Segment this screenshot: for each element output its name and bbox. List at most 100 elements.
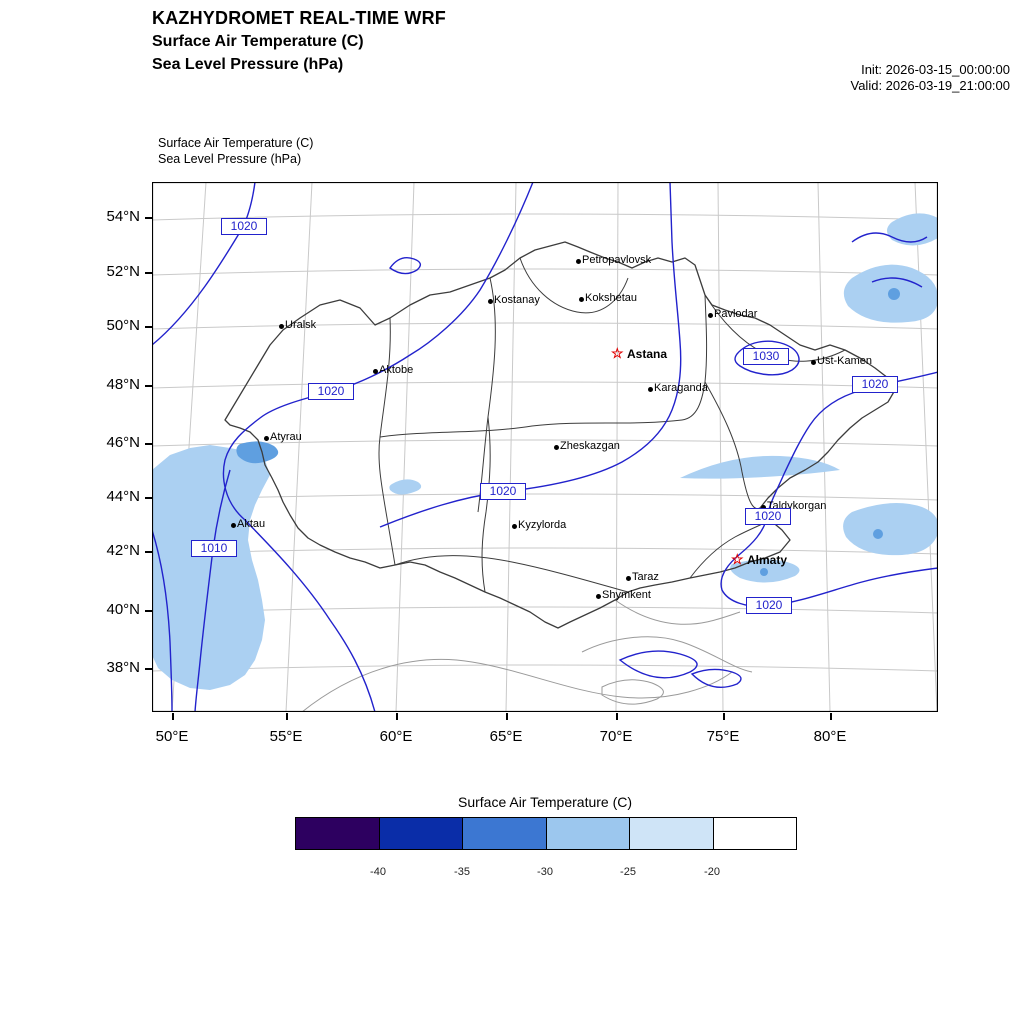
map-frame: [152, 182, 938, 712]
pressure-label: 1020: [480, 483, 526, 500]
lat-tick-mark: [145, 551, 152, 553]
city-label: Kyzylorda: [518, 519, 567, 531]
city-dot: [488, 299, 493, 304]
colorbar-tick: -25: [620, 866, 636, 878]
lat-tick-mark: [145, 326, 152, 328]
lat-label: 46°N: [106, 434, 140, 451]
city-label: Zheskazgan: [560, 440, 620, 452]
lat-tick-mark: [145, 443, 152, 445]
city-label: Kokshetau: [585, 292, 637, 304]
city-label: Uralsk: [285, 319, 317, 331]
colorbar-segment: [463, 818, 547, 849]
city-label: Pavlodar: [714, 308, 758, 320]
colorbar-segment: [713, 818, 796, 849]
lon-tick-mark: [286, 713, 288, 720]
city-dot: [512, 524, 517, 529]
lon-tick-mark: [172, 713, 174, 720]
graticule: [152, 182, 938, 712]
city-dot: [761, 505, 766, 510]
city-dot: [279, 324, 284, 329]
lat-label: 38°N: [106, 659, 140, 676]
pressure-label: 1020: [221, 218, 267, 235]
city-label: Shymkent: [602, 589, 651, 601]
lon-label: 70°E: [599, 728, 633, 745]
pressure-label: 1030: [743, 348, 789, 365]
city-dot: [648, 387, 653, 392]
city-dot: [579, 297, 584, 302]
lat-label: 50°N: [106, 317, 140, 334]
city-dot: [554, 445, 559, 450]
city-dot: [576, 259, 581, 264]
colorbar-tick: -20: [704, 866, 720, 878]
city-label: Ust-Kamen: [817, 355, 873, 367]
product-line-2: Sea Level Pressure (hPa): [152, 56, 344, 73]
capital-star-icon: ☆: [611, 345, 624, 361]
product-line-1: Surface Air Temperature (C): [152, 33, 364, 50]
lon-label: 75°E: [706, 728, 740, 745]
colorbar-segment: [546, 818, 630, 849]
capital-label: Astana: [627, 347, 668, 361]
temperature-shading-cold: [236, 288, 900, 576]
city-dot: [264, 436, 269, 441]
colorbar-segment: [630, 818, 714, 849]
pressure-label: 1020: [745, 508, 791, 525]
map-canvas: [152, 182, 938, 712]
city-dot: [708, 313, 713, 318]
neighbor-borders: [301, 599, 753, 712]
city-dot: [811, 360, 816, 365]
lon-label: 80°E: [813, 728, 847, 745]
city-label: Karaganda: [654, 382, 708, 394]
lat-tick-mark: [145, 610, 152, 612]
pressure-label: 1020: [746, 597, 792, 614]
lat-label: 52°N: [106, 263, 140, 280]
city-dot: [626, 576, 631, 581]
pressure-label: 1020: [308, 383, 354, 400]
lon-label: 50°E: [155, 728, 189, 745]
map-caption-pressure: Sea Level Pressure (hPa): [158, 152, 302, 166]
lon-tick-mark: [506, 713, 508, 720]
init-timestamp: Init: 2026-03-15_00:00:00: [861, 62, 1010, 77]
pressure-label: 1020: [852, 376, 898, 393]
city-label: Atyrau: [270, 431, 302, 443]
lat-tick-mark: [145, 668, 152, 670]
capital-label: Almaty: [747, 553, 788, 567]
city-dot: [596, 594, 601, 599]
lon-tick-mark: [616, 713, 618, 720]
colorbar-segment: [379, 818, 463, 849]
page-title: KAZHYDROMET REAL-TIME WRF: [152, 8, 446, 28]
colorbar-tick: -30: [537, 866, 553, 878]
city-label: Petropavlovsk: [582, 254, 652, 266]
lon-tick-mark: [723, 713, 725, 720]
lat-tick-mark: [145, 385, 152, 387]
lat-label: 40°N: [106, 601, 140, 618]
city-label: Aktobe: [379, 364, 414, 376]
lat-label: 42°N: [106, 542, 140, 559]
lat-label: 44°N: [106, 488, 140, 505]
pressure-contours: [152, 182, 938, 712]
lat-tick-mark: [145, 272, 152, 274]
colorbar-segment: [296, 818, 380, 849]
colorbar: [295, 817, 797, 850]
lon-label: 60°E: [379, 728, 413, 745]
city-dot: [231, 523, 236, 528]
city-label: Kostanay: [494, 294, 540, 306]
valid-timestamp: Valid: 2026-03-19_21:00:00: [850, 78, 1011, 93]
lat-label: 48°N: [106, 376, 140, 393]
capital-star-icon: ☆: [731, 551, 744, 567]
pressure-label: 1010: [191, 540, 237, 557]
map-caption-temperature: Surface Air Temperature (C): [158, 136, 314, 150]
city-dot: [373, 369, 378, 374]
colorbar-title: Surface Air Temperature (C): [457, 794, 633, 810]
city-label: Aktau: [237, 518, 266, 530]
lon-tick-mark: [830, 713, 832, 720]
lon-label: 65°E: [489, 728, 523, 745]
lon-label: 55°E: [269, 728, 303, 745]
lat-tick-mark: [145, 217, 152, 219]
map-background: [152, 182, 938, 712]
colorbar-tick: -40: [370, 866, 386, 878]
city-label: Taraz: [632, 571, 659, 583]
lat-tick-mark: [145, 497, 152, 499]
lat-label: 54°N: [106, 208, 140, 225]
lon-tick-mark: [396, 713, 398, 720]
